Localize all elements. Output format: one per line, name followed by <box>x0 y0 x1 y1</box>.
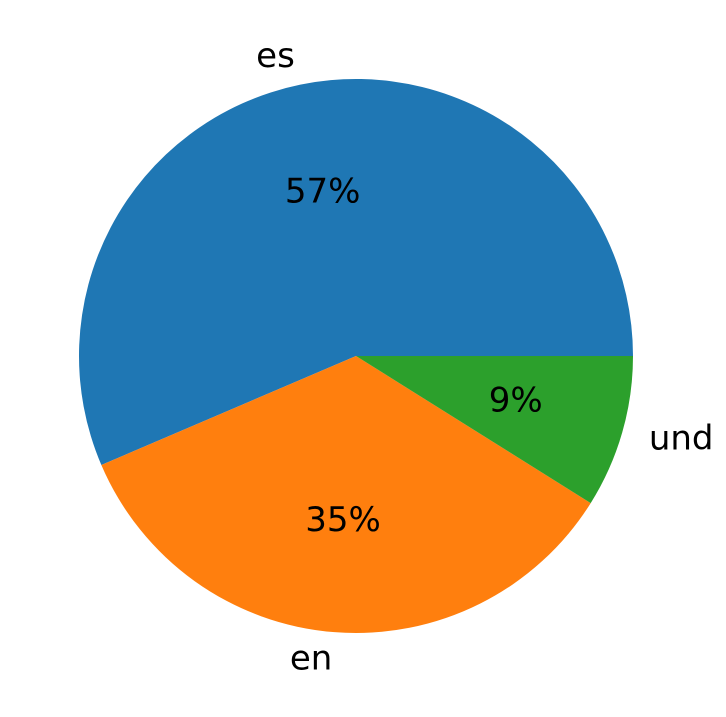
pie-slice <box>101 356 591 633</box>
slice-label: es <box>256 36 295 76</box>
percent-label: 35% <box>305 500 381 540</box>
slice-label: en <box>290 638 332 678</box>
pie-slice <box>356 356 633 504</box>
percent-label: 57% <box>285 172 361 212</box>
percent-label: 9% <box>489 380 543 420</box>
pie-slice <box>78 78 634 465</box>
slice-label: und <box>649 419 714 459</box>
